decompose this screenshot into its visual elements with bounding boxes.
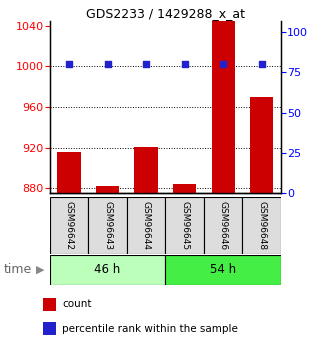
Text: GSM96644: GSM96644	[142, 200, 151, 250]
Bar	[57, 151, 81, 193]
Text: time: time	[3, 264, 31, 276]
Point	[182, 61, 187, 67]
Point	[221, 61, 226, 67]
Bar	[88, 197, 127, 254]
Bar	[212, 0, 235, 193]
Text: GSM96642: GSM96642	[65, 200, 74, 250]
Text: ▶: ▶	[36, 265, 44, 275]
Text: 54 h: 54 h	[210, 264, 236, 276]
Bar	[250, 97, 273, 193]
Point	[66, 61, 72, 67]
Text: GSM96645: GSM96645	[180, 200, 189, 250]
Bar	[127, 197, 165, 254]
Bar	[173, 184, 196, 193]
Bar	[50, 255, 165, 285]
Text: GSM96643: GSM96643	[103, 200, 112, 250]
Text: 46 h: 46 h	[94, 264, 121, 276]
Bar	[43, 322, 56, 335]
Title: GDS2233 / 1429288_x_at: GDS2233 / 1429288_x_at	[86, 7, 245, 20]
Bar	[165, 197, 204, 254]
Bar	[96, 186, 119, 193]
Bar	[204, 197, 242, 254]
Text: GSM96648: GSM96648	[257, 200, 266, 250]
Bar	[43, 298, 56, 311]
Point	[105, 61, 110, 67]
Point	[259, 61, 264, 67]
Bar	[165, 255, 281, 285]
Text: percentile rank within the sample: percentile rank within the sample	[62, 324, 238, 334]
Text: GSM96646: GSM96646	[219, 200, 228, 250]
Bar	[134, 147, 158, 193]
Bar	[50, 197, 88, 254]
Bar	[242, 197, 281, 254]
Point	[143, 61, 149, 67]
Text: count: count	[62, 299, 92, 309]
